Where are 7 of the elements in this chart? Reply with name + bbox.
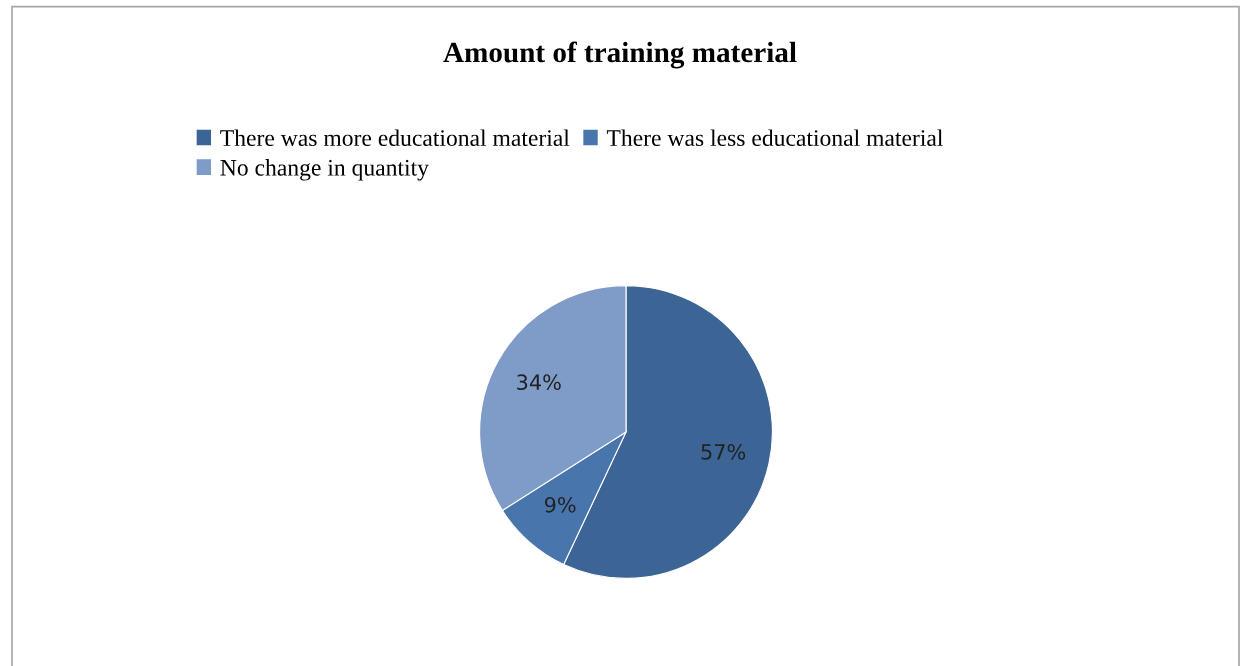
chart-title: Amount of training material bbox=[443, 41, 797, 69]
legend-label: No change in quantity bbox=[220, 159, 429, 181]
data-label: 57% bbox=[701, 444, 746, 460]
data-label: 9% bbox=[544, 496, 576, 513]
data-label: 34% bbox=[517, 374, 561, 391]
legend-label: There was more educational material bbox=[220, 129, 570, 147]
legend-label: There was less educational material bbox=[606, 129, 943, 147]
